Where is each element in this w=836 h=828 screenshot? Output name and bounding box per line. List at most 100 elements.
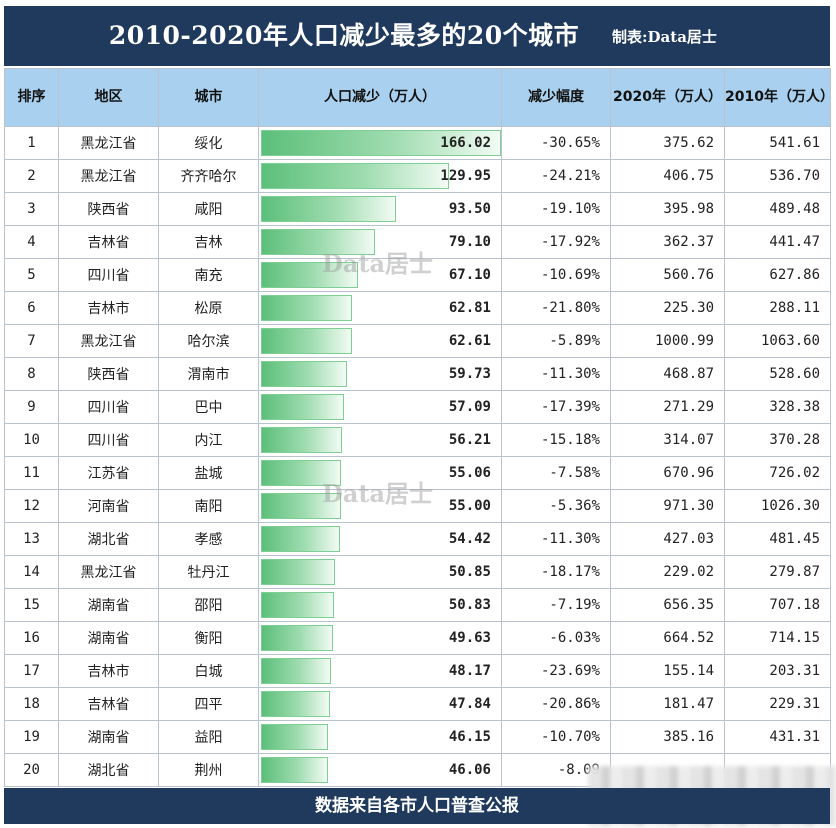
decrease-cell: 55.06 — [258, 456, 502, 490]
decrease-cell: 47.84 — [258, 687, 502, 721]
pop2020-cell: 225.30 — [610, 291, 725, 325]
pop2020-cell: 181.47 — [610, 687, 725, 721]
province-cell: 陕西省 — [58, 357, 159, 391]
province-cell: 湖南省 — [58, 621, 159, 655]
bar-value-label: 59.73 — [448, 366, 491, 382]
rate-cell: -20.86% — [501, 687, 611, 721]
rank-cell: 12 — [4, 489, 59, 523]
city-cell: 松原 — [158, 291, 259, 325]
table-row: 1 黑龙江省 绥化 166.02 -30.65% 375.62 541.61 — [4, 126, 831, 160]
bar-mark — [261, 295, 352, 321]
rank-cell: 2 — [4, 159, 59, 193]
bar-mark — [261, 592, 334, 618]
rate-cell: -24.21% — [501, 159, 611, 193]
province-cell: 四川省 — [58, 423, 159, 457]
table-row: 2 黑龙江省 齐齐哈尔 129.95 -24.21% 406.75 536.70 — [4, 159, 831, 193]
rate-cell: -18.17% — [501, 555, 611, 589]
pop2010-cell: 431.31 — [724, 720, 831, 754]
bar-mark — [261, 394, 344, 420]
rate-cell: -10.70% — [501, 720, 611, 754]
rank-cell: 1 — [4, 126, 59, 160]
rank-cell: 20 — [4, 753, 59, 787]
pop2010-cell: 714.15 — [724, 621, 831, 655]
province-cell: 黑龙江省 — [58, 159, 159, 193]
decrease-cell: 50.85 — [258, 555, 502, 589]
city-cell: 盐城 — [158, 456, 259, 490]
city-cell: 渭南市 — [158, 357, 259, 391]
bar-mark — [261, 328, 352, 354]
city-cell: 衡阳 — [158, 621, 259, 655]
rate-cell: -5.89% — [501, 324, 611, 358]
col-header-pop2010: 2010年（万人） — [724, 68, 831, 127]
pop2010-cell: 528.60 — [724, 357, 831, 391]
col-header-city: 城市 — [158, 68, 259, 127]
decrease-cell: 54.42 — [258, 522, 502, 556]
pop2010-cell: 288.11 — [724, 291, 831, 325]
city-cell: 巴中 — [158, 390, 259, 424]
bar-mark — [261, 559, 335, 585]
bar-mark — [261, 130, 501, 156]
table-row: 8 陕西省 渭南市 59.73 -11.30% 468.87 528.60 — [4, 357, 831, 391]
population-table: 排序 地区 城市 人口减少（万人） 减少幅度 2020年（万人） 2010年（万… — [4, 68, 831, 787]
rank-cell: 18 — [4, 687, 59, 721]
province-cell: 吉林省 — [58, 687, 159, 721]
pop2020-cell: 362.37 — [610, 225, 725, 259]
pop2020-cell: 656.35 — [610, 588, 725, 622]
pop2020-cell: 1000.99 — [610, 324, 725, 358]
bar-mark — [261, 427, 342, 453]
pop2020-cell: 385.16 — [610, 720, 725, 754]
province-cell: 四川省 — [58, 258, 159, 292]
city-cell: 南阳 — [158, 489, 259, 523]
bar-value-label: 55.00 — [448, 498, 491, 514]
decrease-cell: 67.10 — [258, 258, 502, 292]
bar-value-label: 56.21 — [448, 432, 491, 448]
table-row: 5 四川省 南充 67.10 -10.69% 560.76 627.86 — [4, 258, 831, 292]
city-cell: 南充 — [158, 258, 259, 292]
province-cell: 吉林市 — [58, 291, 159, 325]
table-row: 12 河南省 南阳 55.00 -5.36% 971.30 1026.30 — [4, 489, 831, 523]
table-body: 1 黑龙江省 绥化 166.02 -30.65% 375.62 541.61 2 黑龙江省 齐齐哈… — [4, 126, 831, 787]
pop2020-cell: 375.62 — [610, 126, 725, 160]
rank-cell: 5 — [4, 258, 59, 292]
table-row: 16 湖南省 衡阳 49.63 -6.03% 664.52 714.15 — [4, 621, 831, 655]
pop2020-cell: 560.76 — [610, 258, 725, 292]
rate-cell: -17.39% — [501, 390, 611, 424]
pop2020-cell: 468.87 — [610, 357, 725, 391]
table-row: 4 吉林省 吉林 79.10 -17.92% 362.37 441.47 — [4, 225, 831, 259]
bar-value-label: 49.63 — [448, 630, 491, 646]
decrease-cell: 46.06 — [258, 753, 502, 787]
rate-cell: -19.10% — [501, 192, 611, 226]
province-cell: 黑龙江省 — [58, 324, 159, 358]
bar-mark — [261, 691, 330, 717]
col-header-rate: 减少幅度 — [501, 68, 611, 127]
table-header-row: 排序 地区 城市 人口减少（万人） 减少幅度 2020年（万人） 2010年（万… — [4, 68, 831, 127]
province-cell: 黑龙江省 — [58, 555, 159, 589]
bar-value-label: 48.17 — [448, 663, 491, 679]
city-cell: 益阳 — [158, 720, 259, 754]
col-header-rank: 排序 — [4, 68, 59, 127]
pop2010-cell: 203.31 — [724, 654, 831, 688]
bar-mark — [261, 361, 347, 387]
pop2020-cell: 271.29 — [610, 390, 725, 424]
bar-value-label: 47.84 — [448, 696, 491, 712]
rate-cell: -30.65% — [501, 126, 611, 160]
rate-cell: -17.92% — [501, 225, 611, 259]
col-header-pop2020: 2020年（万人） — [610, 68, 725, 127]
pop2010-cell: 279.87 — [724, 555, 831, 589]
pop2010-cell: 536.70 — [724, 159, 831, 193]
pop2020-cell: 670.96 — [610, 456, 725, 490]
rank-cell: 7 — [4, 324, 59, 358]
pop2010-cell: 328.38 — [724, 390, 831, 424]
pop2020-cell: 229.02 — [610, 555, 725, 589]
decrease-cell: 48.17 — [258, 654, 502, 688]
pop2020-cell: 395.98 — [610, 192, 725, 226]
bar-mark — [261, 757, 328, 783]
rank-cell: 14 — [4, 555, 59, 589]
bar-value-label: 93.50 — [448, 201, 491, 217]
city-cell: 咸阳 — [158, 192, 259, 226]
bar-mark — [261, 163, 449, 189]
table-row: 10 四川省 内江 56.21 -15.18% 314.07 370.28 — [4, 423, 831, 457]
pop2010-cell: 707.18 — [724, 588, 831, 622]
rate-cell: -7.19% — [501, 588, 611, 622]
